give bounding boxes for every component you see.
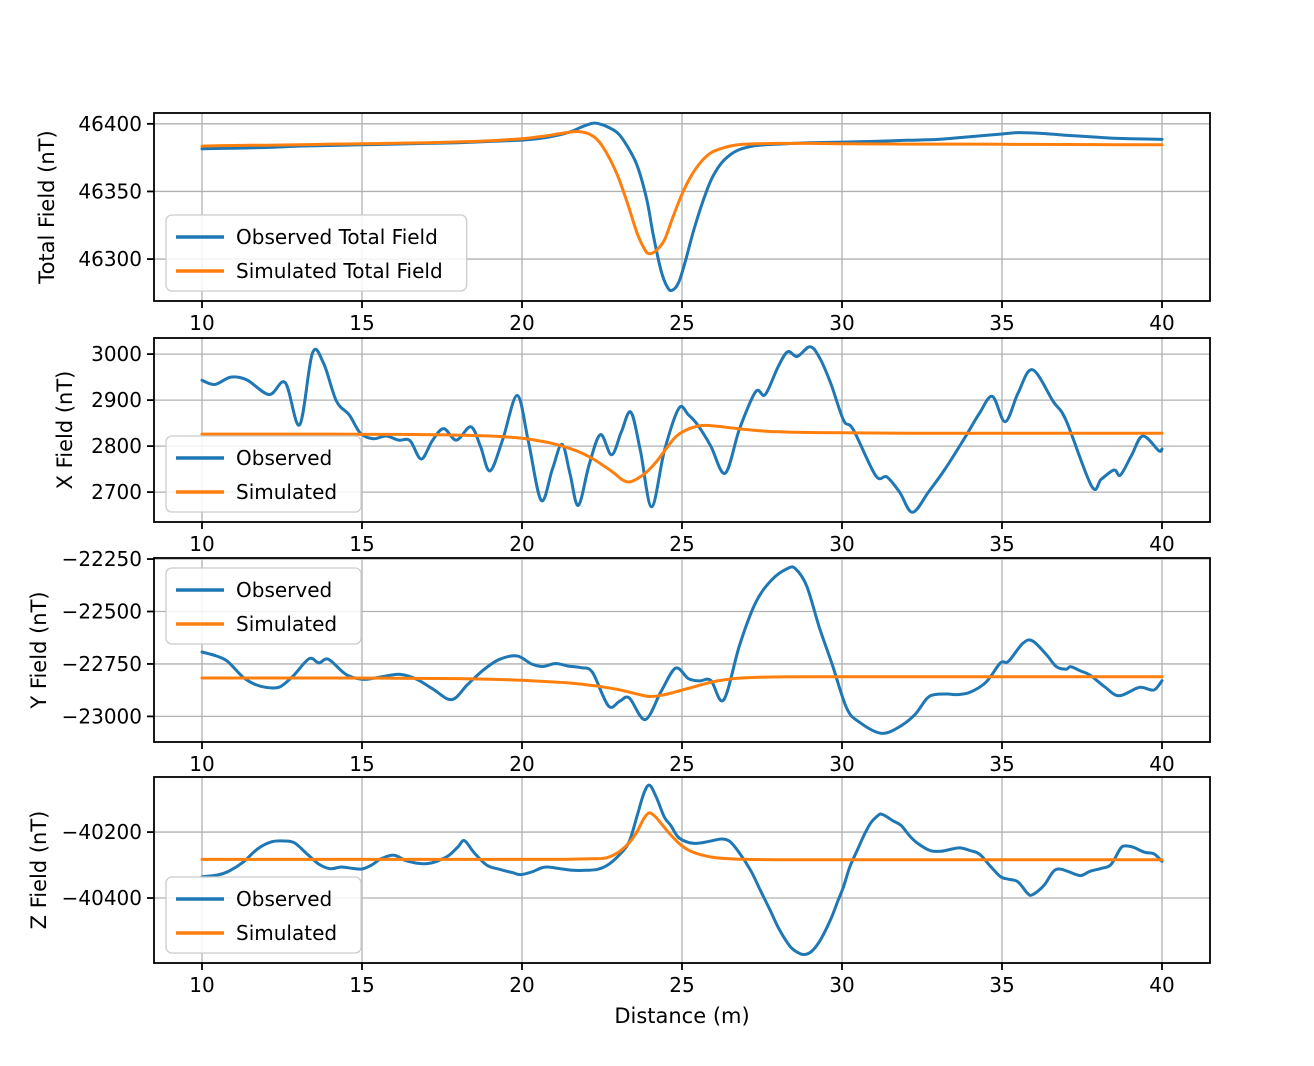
y-tick-label: 46400 [78, 112, 142, 136]
legend-label: Simulated [236, 921, 337, 945]
x-tick-label: 20 [509, 532, 534, 556]
x-tick-label: 15 [349, 311, 374, 335]
y-tick-label: 46350 [78, 179, 142, 203]
x-tick-label: 10 [189, 532, 214, 556]
subplot-3 [147, 557, 1211, 749]
y-tick-label: −40200 [62, 820, 142, 844]
x-tick-label: 20 [509, 973, 534, 997]
series-line-simulated [200, 423, 1164, 484]
x-tick-label: 25 [669, 973, 694, 997]
y-tick-label: 2700 [91, 480, 142, 504]
x-tick-label: 25 [669, 752, 694, 776]
legend-label: Observed [236, 578, 332, 602]
x-tick-label: 30 [829, 752, 854, 776]
y-tick-label: −22750 [62, 652, 142, 676]
y-tick-label: 3000 [91, 342, 142, 366]
series-line-simulated [200, 811, 1164, 862]
x-tick-label: 25 [669, 532, 694, 556]
y-tick-label: −23000 [62, 704, 142, 728]
x-tick-label: 20 [509, 752, 534, 776]
x-tick-label: 15 [349, 532, 374, 556]
x-tick-label: 35 [989, 311, 1014, 335]
legend [165, 876, 362, 954]
legend-label: Observed [236, 446, 332, 470]
y-axis-label-4: Z Field (nT) [27, 811, 51, 930]
x-tick-label: 25 [669, 311, 694, 335]
x-tick-label: 35 [989, 973, 1014, 997]
legend-label: Observed [236, 887, 332, 911]
x-tick-label: 35 [989, 752, 1014, 776]
x-tick-label: 10 [189, 973, 214, 997]
legend-label: Simulated [236, 612, 337, 636]
x-tick-label: 40 [1149, 532, 1174, 556]
legend [165, 214, 468, 292]
series-line-simulated-total-field [200, 129, 1164, 256]
legend-label: Simulated [236, 480, 337, 504]
x-tick-label: 40 [1149, 973, 1174, 997]
x-tick-label: 15 [349, 752, 374, 776]
y-tick-label: 2900 [91, 388, 142, 412]
x-tick-label: 40 [1149, 752, 1174, 776]
y-axis-label-3: Y Field (nT) [27, 591, 51, 709]
y-tick-label: −22500 [62, 600, 142, 624]
x-tick-label: 20 [509, 311, 534, 335]
y-tick-label: 2800 [91, 434, 142, 458]
subplot-1 [147, 112, 1211, 308]
legend-label: Observed Total Field [236, 225, 438, 249]
x-tick-label: 15 [349, 973, 374, 997]
x-tick-label: 35 [989, 532, 1014, 556]
legend [165, 567, 362, 645]
subplot-2 [147, 337, 1211, 529]
y-tick-label: 46300 [78, 247, 142, 271]
x-axis-label: Distance (m) [614, 1004, 750, 1028]
x-tick-label: 10 [189, 752, 214, 776]
y-tick-label: −40400 [62, 886, 142, 910]
y-axis-label-1: Total Field (nT) [35, 130, 59, 284]
x-tick-label: 10 [189, 311, 214, 335]
series-line-simulated [200, 675, 1164, 699]
y-tick-label: −22250 [62, 547, 142, 571]
legend-label: Simulated Total Field [236, 259, 443, 283]
subplot-4 [147, 776, 1211, 970]
x-tick-label: 30 [829, 311, 854, 335]
x-tick-label: 30 [829, 532, 854, 556]
legend-box [165, 214, 468, 292]
x-tick-label: 30 [829, 973, 854, 997]
x-tick-label: 40 [1149, 311, 1174, 335]
legend [165, 435, 362, 513]
y-axis-label-2: X Field (nT) [53, 371, 77, 490]
